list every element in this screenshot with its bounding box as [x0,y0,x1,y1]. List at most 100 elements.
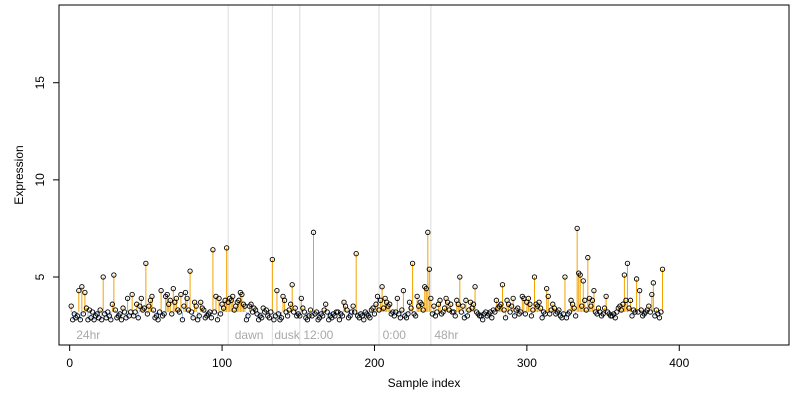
data-point [220,305,227,311]
data-point [638,307,644,313]
data-points [68,225,666,323]
data-point [112,307,119,313]
data-point [196,313,202,319]
data-point [528,313,535,319]
data-point [361,317,367,323]
data-point [117,311,123,317]
data-point [178,291,184,298]
data-point [527,301,533,307]
data-point [348,309,355,315]
data-point [307,307,314,313]
region-boundary-lines [227,5,432,345]
data-point [574,225,580,232]
data-point [187,268,193,274]
data-point [425,229,431,235]
data-point [530,307,536,313]
data-point [181,303,187,309]
data-point [441,305,448,311]
data-point [111,272,117,278]
data-point [658,309,664,315]
data-point [419,301,425,307]
data-point [193,303,199,309]
data-point [437,297,443,303]
y-axis: 5 10 15 [33,76,60,280]
data-point [236,297,242,303]
data-point [289,282,295,288]
data-point [150,307,157,313]
data-point [387,301,393,307]
data-point [492,309,498,315]
data-point [518,309,524,315]
data-point [551,305,557,311]
data-point [539,315,545,321]
data-point [583,307,589,313]
data-point [230,293,236,300]
data-point [545,293,551,300]
data-point [620,301,626,307]
data-point [149,293,155,300]
data-point [118,317,125,323]
data-point [275,311,282,317]
data-point [169,311,175,317]
x-axis: 0 100 200 300 400 [66,344,690,370]
data-point [464,313,471,319]
data-point [470,301,477,307]
data-point [589,297,596,303]
data-point [245,313,251,319]
data-point [379,284,385,290]
data-point [501,307,507,313]
data-point [298,295,304,302]
data-point [211,309,218,315]
data-point [269,256,276,263]
data-point [423,286,429,292]
data-point [173,295,179,302]
data-point [621,272,628,278]
data-point [108,317,114,323]
data-point [214,317,221,323]
x-tick-label: 200 [364,356,384,370]
x-tick-label: 300 [517,356,537,370]
data-point [556,307,562,313]
region-label: 48hr [434,328,458,342]
region-labels: 24hr dawn dusk 12:00 0:00 48hr [76,328,458,342]
data-point [647,309,653,315]
data-point [210,247,216,253]
data-point [170,286,176,292]
data-point [155,317,161,323]
data-point [333,309,340,315]
data-point [274,287,280,294]
data-point [143,260,149,267]
region-label: 12:00 [303,328,333,342]
data-point [431,303,437,309]
data-point [579,303,585,309]
data-point [373,301,379,307]
data-point [525,295,532,302]
data-point [376,307,382,313]
data-point [281,297,288,303]
x-tick-label: 0 [66,356,73,370]
data-point [208,315,215,321]
data-point [79,284,85,290]
data-point [310,229,317,235]
data-point [476,313,483,319]
data-point [507,309,513,315]
data-point [489,315,495,321]
data-point [129,291,135,298]
data-point [80,311,87,317]
data-point [239,291,245,298]
data-point [626,305,632,311]
data-point [457,274,463,280]
data-point [124,295,131,302]
data-point [217,311,224,317]
data-point [121,309,128,315]
data-point [339,313,346,319]
data-point [179,317,186,323]
data-point [577,272,583,278]
data-point [188,309,195,315]
y-tick-label: 10 [33,173,47,187]
data-point [562,274,568,280]
data-point [287,301,294,307]
data-point [320,313,326,319]
data-point [144,311,151,317]
data-point [603,293,609,300]
